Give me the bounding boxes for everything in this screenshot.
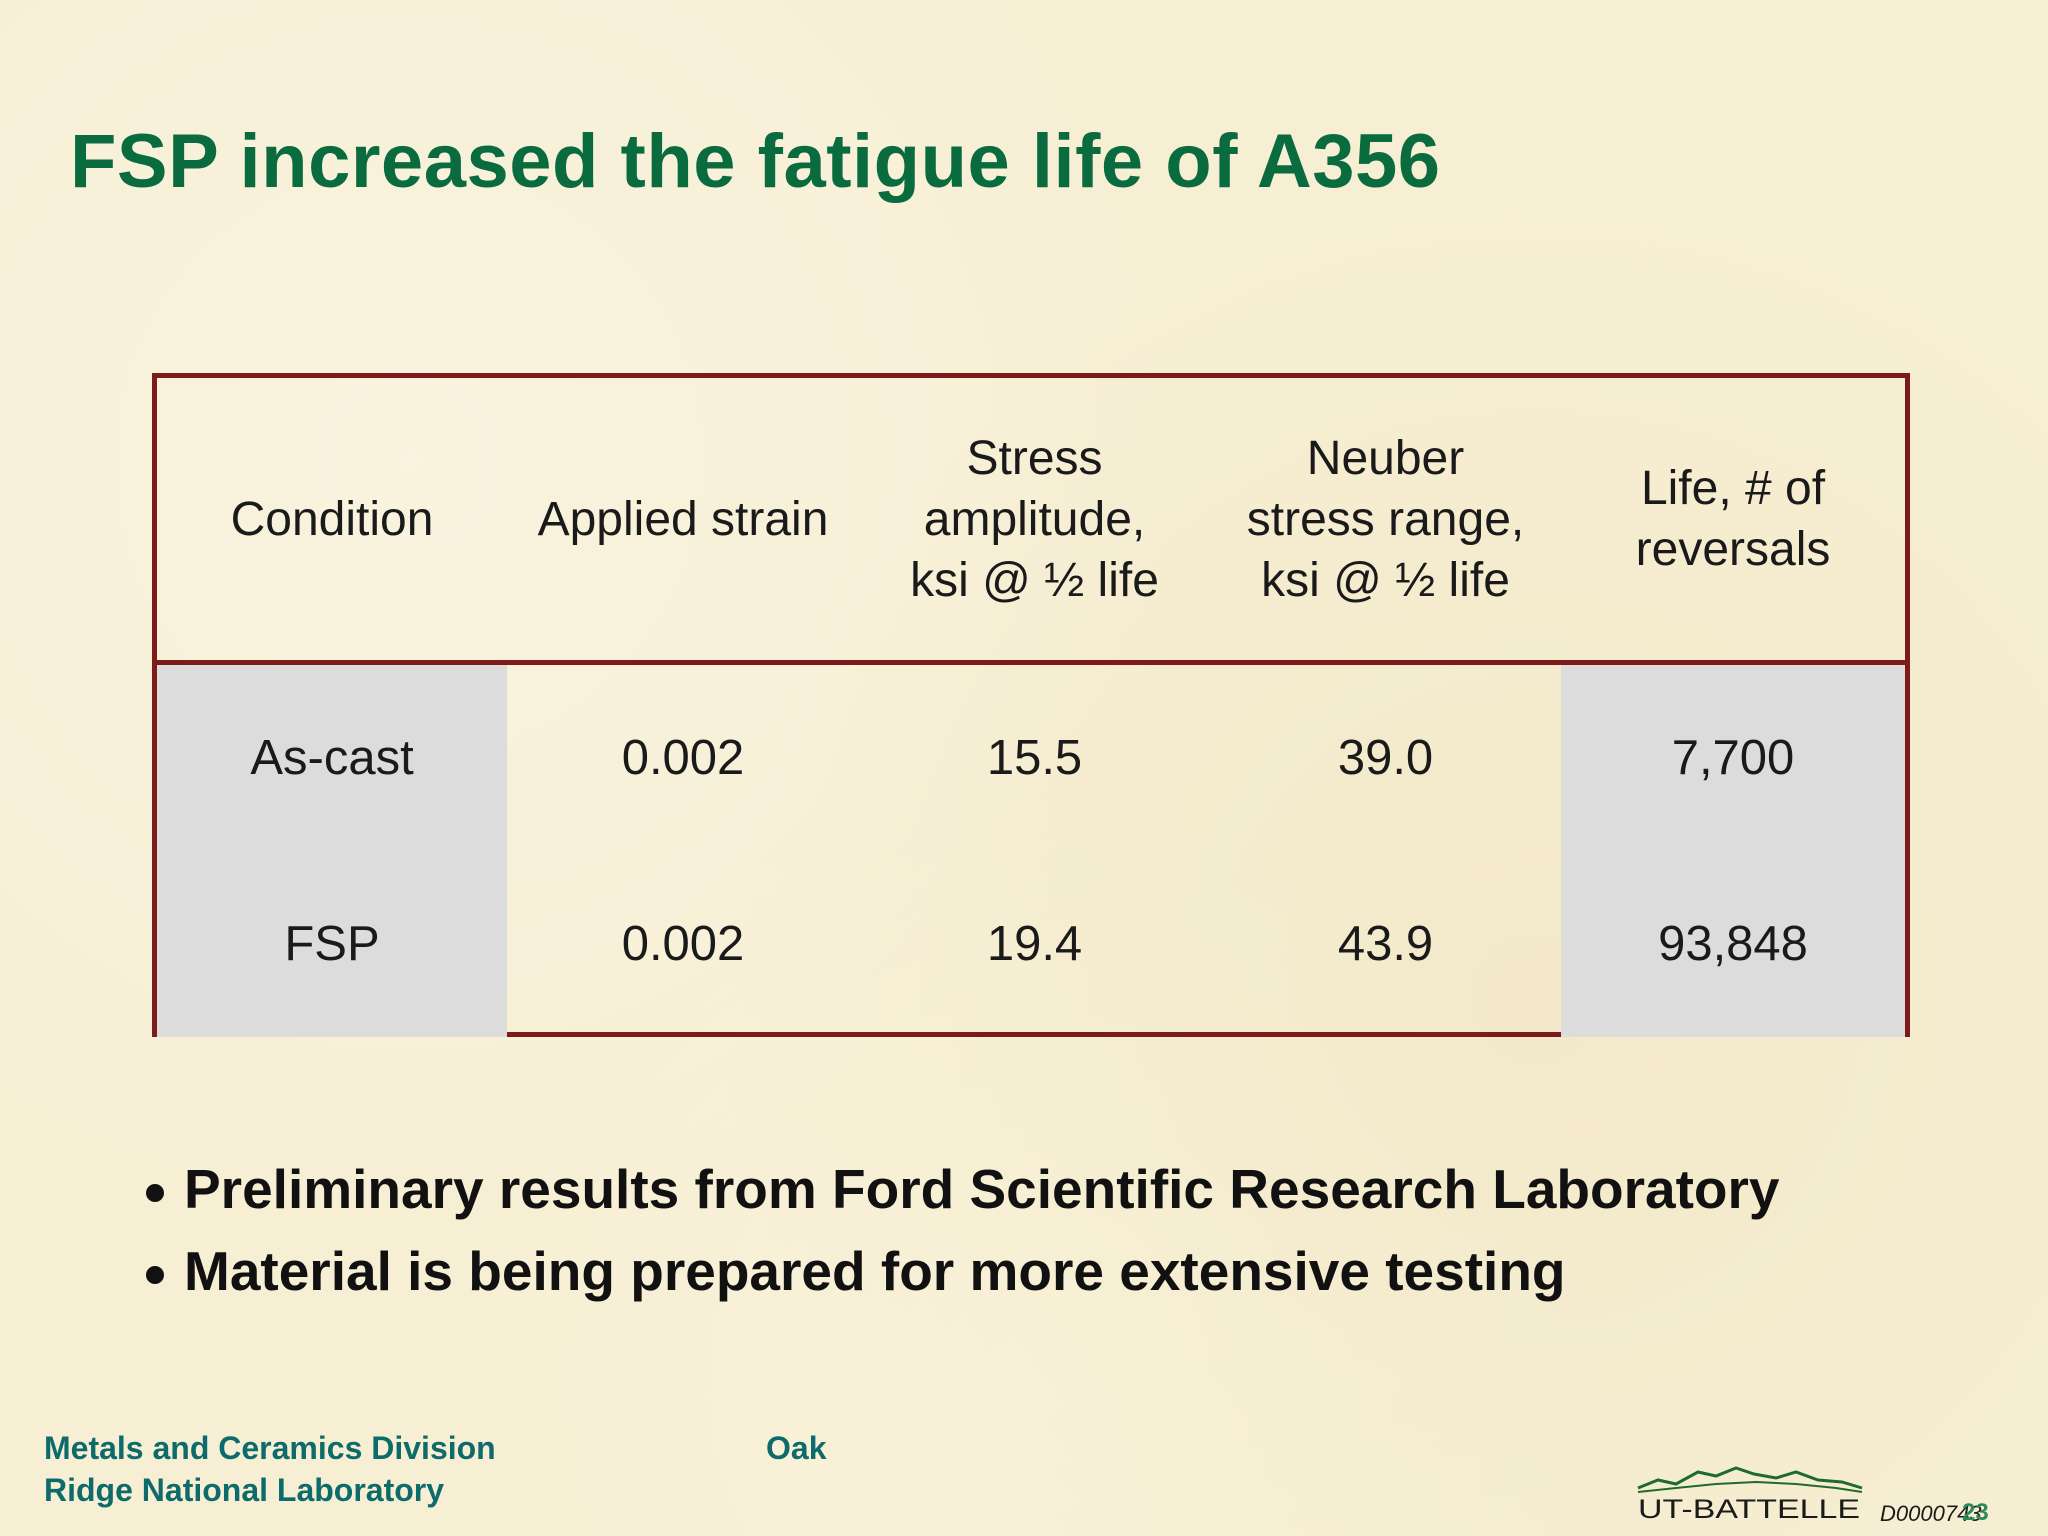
header-condition: Condition [157,378,507,665]
footer-laboratory: Ridge National Laboratory [44,1472,445,1508]
bullet-dot-icon [146,1184,164,1202]
header-neuber-stress-range: Neuber stress range, ksi @ ½ life [1210,378,1561,665]
cell-life-reversals: 93,848 [1561,851,1905,1037]
slide-code: D0000743 [1880,1501,1982,1526]
bullet-item: Preliminary results from Ford Scientific… [146,1148,1780,1230]
header-stress-amplitude: Stress amplitude, ksi @ ½ life [859,378,1210,665]
cell-stress-amplitude: 19.4 [986,917,1083,971]
footer-division: Metals and Ceramics Division [44,1430,496,1466]
cell-neuber-stress-range: 39.0 [1337,731,1434,785]
cell-applied-strain: 0.002 [621,917,745,971]
bullet-dot-icon [146,1266,164,1284]
footer-oak: Oak [766,1430,827,1466]
fatigue-results-table: Condition Applied strain Stress amplitude… [157,378,1905,1037]
results-table-frame: Condition Applied strain Stress amplitude… [152,373,1910,1037]
header-life-reversals: Life, # of reversals [1561,378,1905,665]
table-header-row: Condition Applied strain Stress amplitude… [157,378,1905,665]
cell-neuber-stress-range: 43.9 [1337,917,1434,971]
table-row: FSP 0.002 19.4 43.9 93,848 [157,851,1905,1037]
bullet-list: Preliminary results from Ford Scientific… [146,1148,1780,1312]
header-applied-strain: Applied strain [507,378,859,665]
cell-applied-strain: 0.002 [621,731,745,785]
slide-title: FSP increased the fatigue life of A356 [70,119,1441,204]
bullet-text: Preliminary results from Ford Scientific… [184,1158,1780,1220]
logo-text: UT-BATTELLE [1638,1494,1860,1522]
table-row: As-cast 0.002 15.5 39.0 7,700 [157,662,1905,851]
bullet-item: Material is being prepared for more exte… [146,1230,1780,1312]
cell-condition: FSP [157,851,507,1037]
cell-condition: As-cast [157,662,507,851]
cell-stress-amplitude: 15.5 [986,731,1083,785]
cell-life-reversals: 7,700 [1561,662,1905,851]
ut-battelle-logo-icon: UT-BATTELLE [1637,1466,1863,1522]
slide-number: 23 [1962,1499,1989,1526]
bullet-text: Material is being prepared for more exte… [184,1240,1566,1302]
